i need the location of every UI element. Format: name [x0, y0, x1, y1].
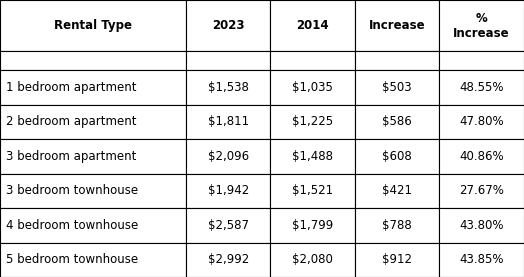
- Text: $2,992: $2,992: [208, 253, 249, 266]
- Bar: [439, 104, 524, 139]
- Text: 2023: 2023: [212, 19, 245, 32]
- Text: $1,488: $1,488: [292, 150, 333, 163]
- Text: $1,521: $1,521: [292, 184, 333, 197]
- Text: 40.86%: 40.86%: [459, 150, 504, 163]
- Bar: [0, 70, 186, 105]
- Bar: [186, 104, 270, 139]
- Bar: [355, 139, 439, 173]
- Bar: [270, 70, 355, 105]
- Bar: [0, 173, 186, 208]
- Bar: [0, 104, 186, 139]
- Text: Increase: Increase: [368, 19, 425, 32]
- Text: $2,096: $2,096: [208, 150, 249, 163]
- Text: $503: $503: [382, 81, 412, 94]
- Bar: [186, 173, 270, 208]
- Bar: [439, 0, 524, 51]
- Bar: [186, 51, 270, 70]
- Bar: [186, 243, 270, 277]
- Bar: [355, 173, 439, 208]
- Bar: [439, 70, 524, 105]
- Text: $1,225: $1,225: [292, 115, 333, 128]
- Text: 47.80%: 47.80%: [459, 115, 504, 128]
- Text: $1,811: $1,811: [208, 115, 249, 128]
- Text: $608: $608: [382, 150, 412, 163]
- Bar: [439, 208, 524, 243]
- Text: 1 bedroom apartment: 1 bedroom apartment: [6, 81, 137, 94]
- Bar: [270, 243, 355, 277]
- Bar: [186, 70, 270, 105]
- Bar: [270, 104, 355, 139]
- Bar: [270, 139, 355, 173]
- Text: $421: $421: [382, 184, 412, 197]
- Text: $586: $586: [382, 115, 412, 128]
- Bar: [439, 243, 524, 277]
- Text: 2014: 2014: [296, 19, 329, 32]
- Text: 4 bedroom townhouse: 4 bedroom townhouse: [6, 219, 138, 232]
- Bar: [355, 243, 439, 277]
- Text: $1,538: $1,538: [208, 81, 249, 94]
- Bar: [0, 0, 186, 51]
- Text: 43.85%: 43.85%: [460, 253, 504, 266]
- Text: 2 bedroom apartment: 2 bedroom apartment: [6, 115, 137, 128]
- Bar: [355, 51, 439, 70]
- Bar: [270, 208, 355, 243]
- Bar: [270, 0, 355, 51]
- Text: Rental Type: Rental Type: [54, 19, 132, 32]
- Text: $1,799: $1,799: [292, 219, 333, 232]
- Bar: [355, 208, 439, 243]
- Text: 5 bedroom townhouse: 5 bedroom townhouse: [6, 253, 138, 266]
- Bar: [186, 139, 270, 173]
- Text: 48.55%: 48.55%: [460, 81, 504, 94]
- Bar: [186, 208, 270, 243]
- Text: $912: $912: [382, 253, 412, 266]
- Bar: [0, 243, 186, 277]
- Bar: [355, 104, 439, 139]
- Text: %
Increase: % Increase: [453, 12, 510, 40]
- Text: $788: $788: [382, 219, 412, 232]
- Text: $1,035: $1,035: [292, 81, 333, 94]
- Text: 3 bedroom townhouse: 3 bedroom townhouse: [6, 184, 138, 197]
- Bar: [0, 139, 186, 173]
- Bar: [270, 173, 355, 208]
- Bar: [355, 70, 439, 105]
- Bar: [355, 0, 439, 51]
- Text: $1,942: $1,942: [208, 184, 249, 197]
- Bar: [270, 51, 355, 70]
- Bar: [186, 0, 270, 51]
- Bar: [439, 173, 524, 208]
- Bar: [0, 208, 186, 243]
- Bar: [0, 51, 186, 70]
- Bar: [439, 139, 524, 173]
- Text: 3 bedroom apartment: 3 bedroom apartment: [6, 150, 137, 163]
- Text: $2,587: $2,587: [208, 219, 249, 232]
- Text: 27.67%: 27.67%: [459, 184, 504, 197]
- Bar: [439, 51, 524, 70]
- Text: 43.80%: 43.80%: [460, 219, 504, 232]
- Text: $2,080: $2,080: [292, 253, 333, 266]
